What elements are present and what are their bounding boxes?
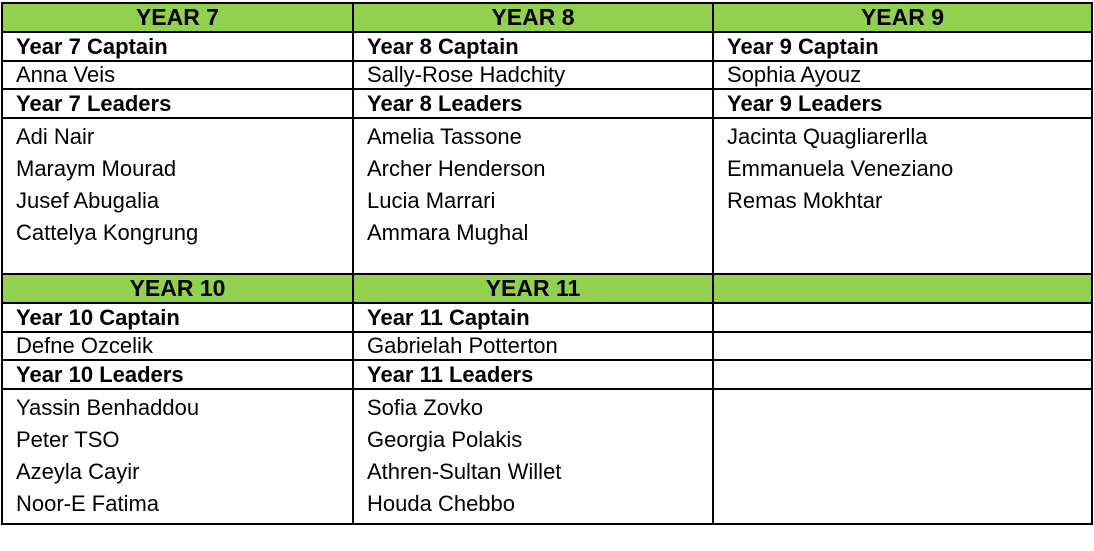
leader-name: Maraym Mourad xyxy=(16,156,177,181)
leader-name: Noor-E Fatima xyxy=(16,491,160,516)
leaders-names-row: Adi Nair Maraym Mourad Jusef Abugalia Ca… xyxy=(1,117,1093,275)
leaders-cell: Sofia Zovko Georgia Polakis Athren-Sulta… xyxy=(352,388,714,525)
leader-name: Houda Chebbo xyxy=(367,491,516,516)
leader-name: Cattelya Kongrung xyxy=(16,220,199,245)
captain-label-cell: Year 8 Captain xyxy=(352,31,714,62)
leaders-label-row: Year 10 Leaders Year 11 Leaders xyxy=(1,359,1093,390)
leaders-cell: Amelia Tassone Archer Henderson Lucia Ma… xyxy=(352,117,714,275)
captain-name-row: Defne Ozcelik Gabrielah Potterton xyxy=(1,331,1093,361)
leaders-label-cell: Year 8 Leaders xyxy=(352,88,714,119)
captain-name-cell: Sally-Rose Hadchity xyxy=(352,60,714,90)
year-9-header-cell: YEAR 9 xyxy=(712,2,1093,33)
leader-name: Adi Nair xyxy=(16,124,95,149)
leader-name: Emmanuela Veneziano xyxy=(727,156,954,181)
captain-label-cell: Year 11 Captain xyxy=(352,302,714,333)
year-leaders-table: YEAR 7 YEAR 8 YEAR 9 Year 7 Captain Year… xyxy=(1,2,1093,525)
captain-name-cell: Gabrielah Potterton xyxy=(352,331,714,361)
captain-label-row: Year 7 Captain Year 8 Captain Year 9 Cap… xyxy=(1,31,1093,62)
leader-name: Amelia Tassone xyxy=(367,124,522,149)
leader-name: Athren-Sultan Willet xyxy=(367,459,562,484)
year-header-row: YEAR 10 YEAR 11 xyxy=(1,273,1093,304)
captain-label-cell: Year 10 Captain xyxy=(1,302,354,333)
leader-name: Remas Mokhtar xyxy=(727,188,883,213)
captain-label-cell: Year 9 Captain xyxy=(712,31,1093,62)
captain-label-row: Year 10 Captain Year 11 Captain xyxy=(1,302,1093,333)
leader-name: Archer Henderson xyxy=(367,156,546,181)
captain-name-cell: Sophia Ayouz xyxy=(712,60,1093,90)
leader-name: Peter TSO xyxy=(16,427,120,452)
leaders-label-cell: Year 10 Leaders xyxy=(1,359,354,390)
year-header-row: YEAR 7 YEAR 8 YEAR 9 xyxy=(1,2,1093,33)
year-7-header-cell: YEAR 7 xyxy=(1,2,354,33)
year-11-header-cell: YEAR 11 xyxy=(352,273,714,304)
empty-cell xyxy=(712,359,1093,390)
leaders-label-row: Year 7 Leaders Year 8 Leaders Year 9 Lea… xyxy=(1,88,1093,119)
leaders-cell: Jacinta Quagliarerlla Emmanuela Venezian… xyxy=(712,117,1093,275)
empty-cell xyxy=(712,302,1093,333)
leaders-names-row: Yassin Benhaddou Peter TSO Azeyla Cayir … xyxy=(1,388,1093,525)
leader-name: Sofia Zovko xyxy=(367,395,484,420)
captain-name-cell: Defne Ozcelik xyxy=(1,331,354,361)
leaders-label-cell: Year 9 Leaders xyxy=(712,88,1093,119)
leader-name: Lucia Marrari xyxy=(367,188,496,213)
captain-name-row: Anna Veis Sally-Rose Hadchity Sophia Ayo… xyxy=(1,60,1093,90)
leader-name: Azeyla Cayir xyxy=(16,459,140,484)
leaders-label-cell: Year 11 Leaders xyxy=(352,359,714,390)
captain-name-cell: Anna Veis xyxy=(1,60,354,90)
leaders-cell: Yassin Benhaddou Peter TSO Azeyla Cayir … xyxy=(1,388,354,525)
year-8-header-cell: YEAR 8 xyxy=(352,2,714,33)
year-10-header-cell: YEAR 10 xyxy=(1,273,354,304)
leader-name: Georgia Polakis xyxy=(367,427,523,452)
leader-name: Yassin Benhaddou xyxy=(16,395,200,420)
empty-leaders-cell xyxy=(712,388,1093,525)
empty-cell xyxy=(712,331,1093,361)
leaders-cell: Adi Nair Maraym Mourad Jusef Abugalia Ca… xyxy=(1,117,354,275)
leaders-label-cell: Year 7 Leaders xyxy=(1,88,354,119)
leader-name: Jacinta Quagliarerlla xyxy=(727,124,928,149)
empty-header-cell xyxy=(712,273,1093,304)
captain-label-cell: Year 7 Captain xyxy=(1,31,354,62)
leader-name: Ammara Mughal xyxy=(367,220,529,245)
leader-name: Jusef Abugalia xyxy=(16,188,160,213)
